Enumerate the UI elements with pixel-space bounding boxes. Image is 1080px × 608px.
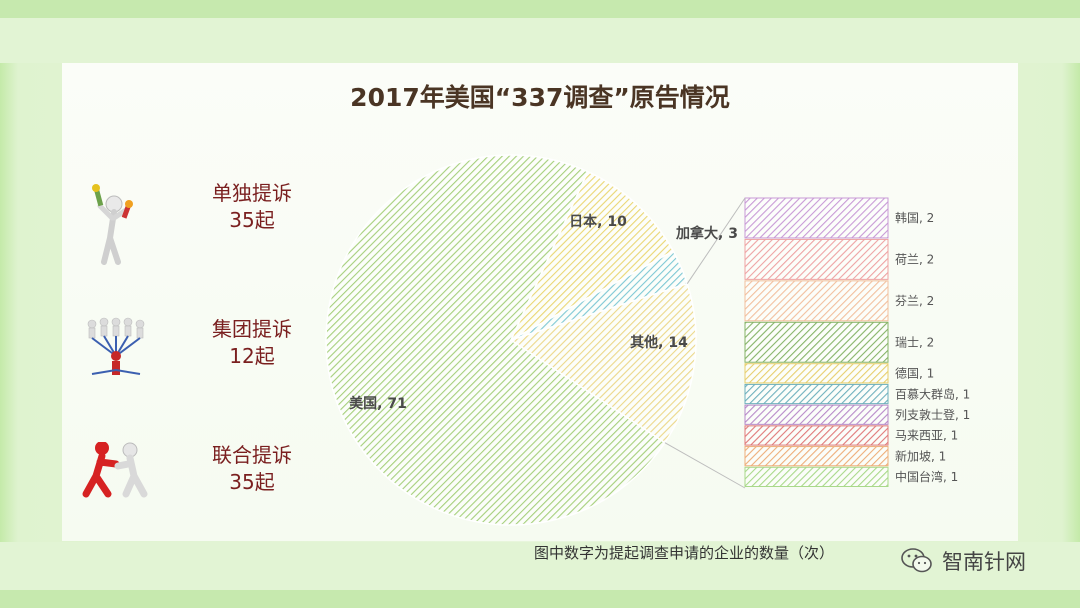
category-label: 集团提诉 12起 <box>172 316 332 370</box>
category-single: 单独提诉 35起 <box>80 180 340 270</box>
bar-segment-label: 新加坡, 1 <box>895 448 946 463</box>
bar-segment-taiwan <box>744 466 889 488</box>
category-count: 35起 <box>229 470 275 494</box>
two-people-pushing-icon <box>82 442 148 498</box>
group-network-icon <box>87 317 145 375</box>
category-count: 35起 <box>229 208 275 232</box>
connector-line-bottom <box>664 442 746 489</box>
bar-segment-germany <box>744 363 889 384</box>
bar-segment-bermuda <box>744 383 889 405</box>
person-with-torch-icon <box>92 184 133 265</box>
category-label: 单独提诉 35起 <box>172 180 332 234</box>
bottom-band <box>0 590 1080 608</box>
category-label: 联合提诉 35起 <box>172 442 332 496</box>
wechat-icon <box>901 548 932 573</box>
bar-segment-label: 瑞士, 2 <box>895 336 934 350</box>
top-band <box>0 0 1080 18</box>
bar-segment-label: 荷兰, 2 <box>895 253 934 267</box>
bar-segment-malaysia <box>744 425 889 446</box>
category-name: 联合提诉 <box>212 443 292 467</box>
bar-segment-label: 百慕大群岛, 1 <box>895 386 970 401</box>
bar-segment-netherlands <box>744 238 889 280</box>
pie-slice-usa <box>325 154 666 526</box>
pie-slice-label: 其他, 14 <box>630 334 688 351</box>
brand-mark: 智南针网 <box>900 545 1026 577</box>
pie-slice-label: 日本, 10 <box>569 213 627 230</box>
bar-segment-singapore <box>744 446 889 467</box>
bar-segment-swiss <box>744 321 889 363</box>
bar-segment-finland <box>744 280 889 322</box>
pie-slice-label: 加拿大, 3 <box>675 225 738 242</box>
pie-slice-label: 美国, 71 <box>349 395 407 412</box>
bar-segment-label: 列支敦士登, 1 <box>895 407 970 422</box>
bar-segment-liechtenstein <box>744 404 889 425</box>
bar-segment-label: 中国台湾, 1 <box>895 469 958 484</box>
bottom-band-light <box>0 542 1080 590</box>
category-name: 集团提诉 <box>212 317 292 341</box>
bar-segment-label: 韩国, 2 <box>895 210 934 225</box>
footnote: 图中数字为提起调查申请的企业的数量（次） <box>534 544 835 562</box>
bar-segment-label: 德国, 1 <box>895 366 934 381</box>
bar-segment-label: 芬兰, 2 <box>895 294 934 308</box>
bar-segment-label: 马来西亚, 1 <box>895 429 958 443</box>
top-band-light <box>0 18 1080 63</box>
pie-slice-japan <box>509 170 675 342</box>
bar-segment-korea <box>744 197 889 239</box>
pie-slice-other <box>509 282 697 444</box>
category-joint: 联合提诉 35起 <box>80 442 340 532</box>
category-count: 12起 <box>229 344 275 368</box>
chart-title: 2017年美国“337调查”原告情况 <box>350 83 730 112</box>
brand-name: 智南针网 <box>942 550 1026 574</box>
category-group: 集团提诉 12起 <box>80 316 340 406</box>
connector-line-top <box>686 197 746 284</box>
category-name: 单独提诉 <box>212 181 292 205</box>
